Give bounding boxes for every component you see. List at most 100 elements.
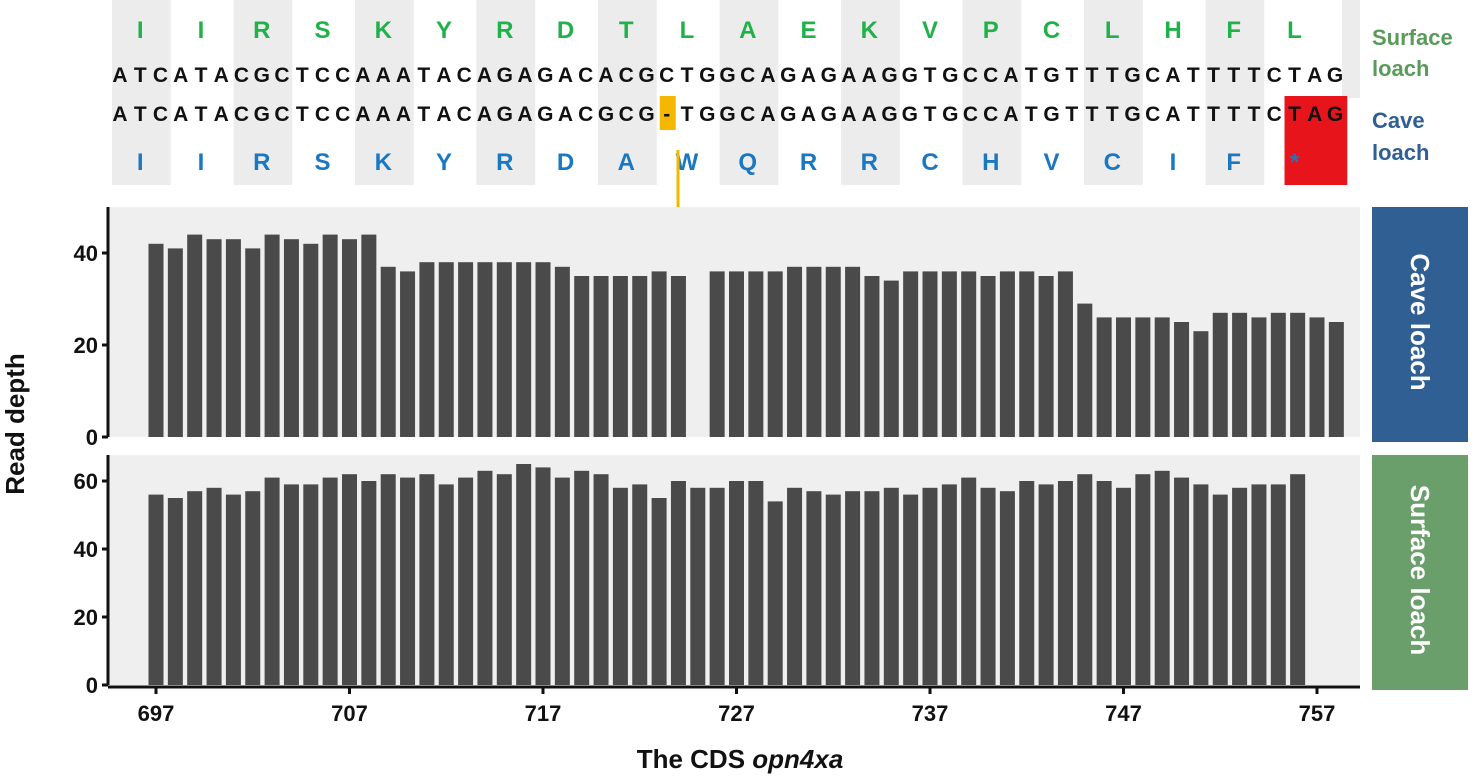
depth-bar — [187, 234, 203, 437]
cave-nucleotide: C — [274, 103, 289, 126]
surface-amino-acid: V — [922, 17, 938, 44]
depth-bar — [419, 262, 435, 437]
stop-codon-highlight — [1284, 96, 1348, 185]
depth-bar — [458, 477, 474, 685]
surface-nucleotide: C — [1267, 64, 1282, 87]
depth-bar — [729, 271, 744, 437]
surface-label-line2: loach — [1372, 56, 1429, 81]
surface-nucleotide: T — [296, 64, 309, 87]
depth-bar — [496, 474, 512, 685]
depth-bar — [1077, 474, 1093, 685]
cave-amino-acid: R — [800, 149, 817, 176]
surface-amino-acid: L — [1287, 17, 1302, 44]
cave-nucleotide: T — [417, 103, 430, 126]
cave-nucleotide: T — [1227, 103, 1240, 126]
surface-nucleotide: G — [497, 64, 513, 87]
depth-bar — [748, 271, 764, 437]
depth-bar — [1096, 481, 1112, 685]
surface-nucleotide: G — [1043, 64, 1059, 87]
depth-bar — [303, 243, 319, 437]
depth-bar — [1077, 303, 1093, 437]
depth-bar — [845, 491, 861, 685]
depth-bar — [1270, 312, 1286, 437]
surface-nucleotide: C — [315, 64, 330, 87]
depth-bar — [496, 262, 512, 437]
cave-amino-acid: I — [1170, 149, 1177, 176]
cave-nucleotide: G — [821, 103, 837, 126]
depth-bar — [516, 262, 532, 437]
depth-bar — [245, 248, 261, 437]
depth-bar — [554, 477, 570, 685]
cave-amino-acid: S — [314, 149, 330, 176]
surface-amino-acid: I — [137, 17, 144, 44]
depth-bar — [806, 266, 822, 437]
cave-nucleotide: C — [619, 103, 634, 126]
depth-bar — [922, 271, 938, 437]
cave-nucleotide: A — [760, 103, 775, 126]
depth-bar — [941, 271, 957, 437]
depth-bar — [283, 484, 299, 685]
surface-nucleotide: A — [1165, 64, 1180, 87]
depth-bar — [593, 474, 609, 685]
codon-shading — [112, 0, 1360, 185]
depth-bar — [1038, 484, 1054, 685]
depth-bar — [400, 271, 416, 437]
surface-nucleotide: T — [1288, 64, 1301, 87]
cave-amino-acid: F — [1226, 149, 1241, 176]
cave-amino-acid: R — [253, 149, 270, 176]
depth-bar — [1232, 487, 1248, 685]
cave-amino-acid: Y — [436, 149, 452, 176]
depth-bar — [903, 271, 919, 437]
x-axis-label-gene: opn4xa — [752, 744, 843, 774]
surface-nucleotide: A — [1307, 64, 1322, 87]
depth-bar — [999, 271, 1015, 437]
depth-bar — [864, 276, 880, 437]
y-tick-label: 60 — [74, 469, 98, 494]
cave-nucleotide: A — [1003, 103, 1018, 126]
facet-strip — [1372, 207, 1468, 442]
surface-nucleotide: C — [335, 64, 350, 87]
depth-bar — [167, 248, 183, 437]
facet-label: Surface loach — [1405, 485, 1435, 656]
cave-amino-acid: I — [198, 149, 205, 176]
surface-amino-acid: R — [496, 17, 513, 44]
depth-bar — [999, 491, 1015, 685]
cave-amino-acid: A — [618, 149, 635, 176]
depth-bar — [148, 243, 164, 437]
cave-nucleotide: C — [983, 103, 998, 126]
depth-bar — [1057, 481, 1073, 685]
depth-bar — [1096, 317, 1112, 437]
cave-nucleotide: G — [1043, 103, 1059, 126]
y-axis-label: Read depth — [0, 353, 30, 495]
depth-bar — [632, 276, 648, 437]
y-tick-label: 20 — [74, 333, 98, 358]
facet-strip — [1372, 455, 1468, 690]
surface-nucleotide: A — [436, 64, 451, 87]
depth-bar — [574, 276, 590, 437]
cave-amino-acid: K — [375, 149, 393, 176]
surface-nucleotide: A — [173, 64, 188, 87]
depth-bar — [264, 477, 280, 685]
cave-label-line2: loach — [1372, 140, 1429, 165]
depth-bar — [980, 276, 996, 437]
codon-shade — [476, 0, 536, 185]
surface-nucleotide: G — [1124, 64, 1140, 87]
cave-nucleotide: T — [1106, 103, 1119, 126]
surface-nucleotide: A — [214, 64, 229, 87]
surface-nucleotide: C — [659, 64, 674, 87]
depth-bar — [1135, 317, 1151, 437]
depth-bar — [825, 266, 841, 437]
cave-nucleotide: G — [598, 103, 614, 126]
depth-bar — [864, 491, 880, 685]
depth-bar — [225, 239, 241, 437]
surface-amino-acid: E — [800, 17, 816, 44]
depth-bar — [709, 271, 725, 437]
depth-bar — [922, 487, 938, 685]
depth-bar — [1174, 322, 1190, 437]
depth-bar — [941, 484, 957, 685]
cave-nucleotide: A — [801, 103, 816, 126]
cave-nucleotide: G — [699, 103, 715, 126]
depth-bar — [264, 234, 280, 437]
surface-amino-acid: L — [680, 17, 695, 44]
